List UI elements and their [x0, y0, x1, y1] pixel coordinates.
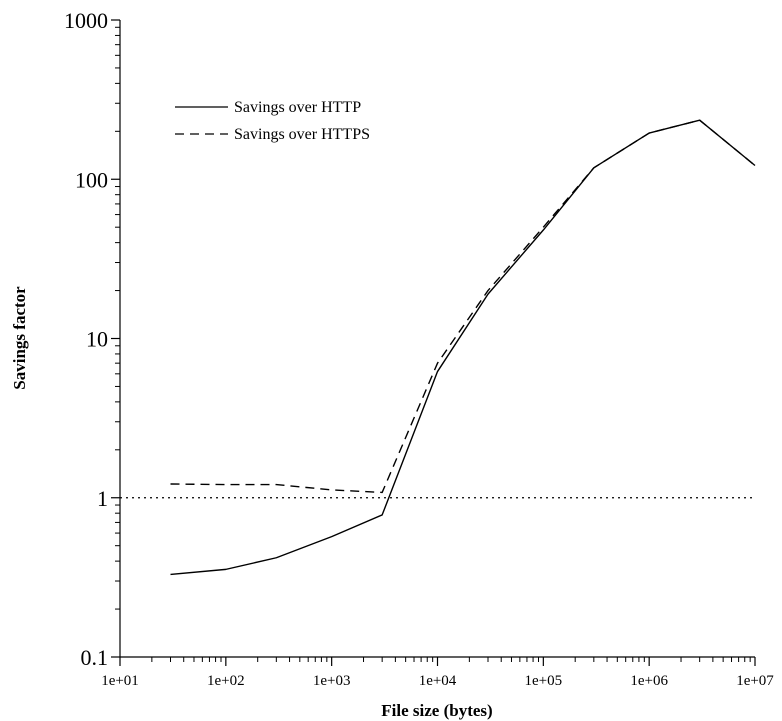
x-tick-label: 1e+02	[207, 673, 245, 689]
y-tick-label: 1000	[64, 8, 108, 33]
y-tick-label: 1	[97, 486, 108, 511]
series-line-http	[170, 119, 756, 576]
series-layer	[170, 119, 756, 576]
x-axis-title: File size (bytes)	[381, 701, 492, 720]
series-line-https	[170, 119, 756, 494]
y-tick-label: 0.1	[81, 645, 109, 670]
y-tick-label: 10	[86, 327, 108, 352]
x-tick-label: 1e+06	[630, 673, 668, 689]
x-tick-label: 1e+07	[736, 673, 774, 689]
x-tick-label: 1e+03	[313, 673, 351, 689]
y-axis-title: Savings factor	[10, 286, 29, 390]
axes: 1e+01 1e+02 1e+03 1e+04 1e+05 1e+06 1e+07 0.1 1 1…	[64, 8, 774, 689]
x-tick-label: 1e+05	[525, 673, 563, 689]
x-tick-label: 1e+04	[419, 673, 457, 689]
legend: Savings over HTTP Savings over HTTPS	[175, 99, 370, 143]
legend-label-http: Savings over HTTP	[234, 99, 361, 116]
legend-label-https: Savings over HTTPS	[234, 126, 370, 143]
y-tick-label: 100	[75, 167, 108, 192]
x-tick-label: 1e+01	[101, 673, 139, 689]
